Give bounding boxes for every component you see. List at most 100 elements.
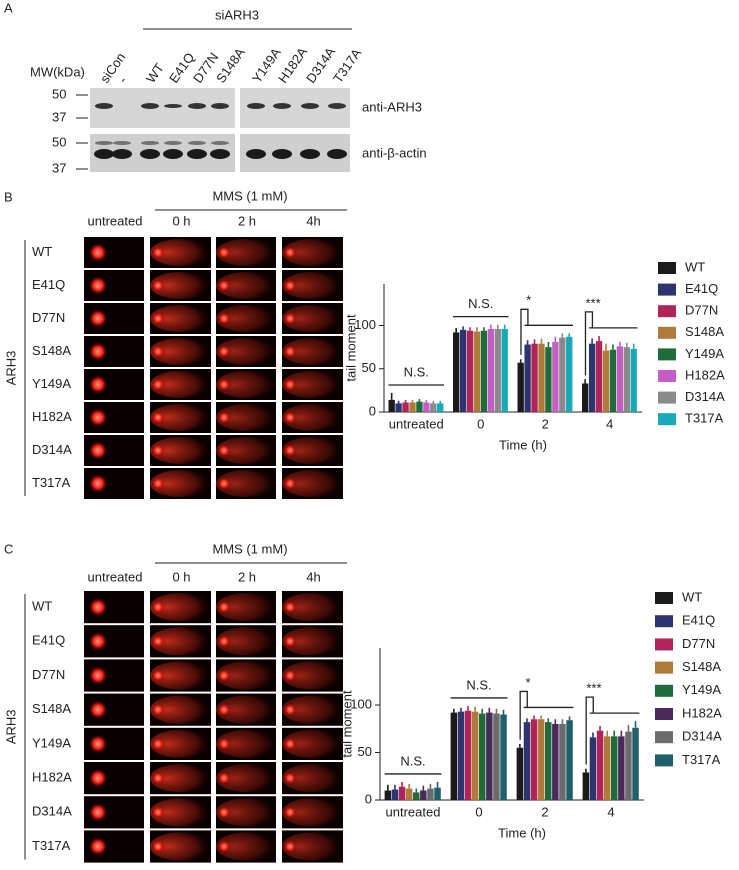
comet-head (152, 772, 164, 785)
bar (423, 402, 430, 412)
blot-band (140, 149, 160, 159)
significance-bracket (519, 690, 528, 740)
comet-tail (150, 470, 210, 497)
comet-head (89, 734, 107, 753)
row-label: Y149A (32, 735, 71, 750)
comet-head (218, 444, 230, 457)
bar (437, 403, 444, 412)
comet-tail (216, 305, 276, 332)
annotation: * (526, 293, 531, 308)
bar (471, 711, 479, 800)
legend-swatch (658, 262, 676, 274)
comet-head (284, 246, 296, 259)
comet-head (284, 840, 296, 853)
comet-head (152, 444, 164, 457)
significance-bracket (520, 308, 529, 355)
comet-tail (216, 470, 276, 497)
comet-tail (216, 627, 276, 656)
blot-band (301, 103, 319, 109)
comet-tail (282, 593, 342, 622)
bar (582, 383, 589, 412)
annotation: N.S. (400, 753, 425, 768)
comet-head (89, 666, 107, 685)
bar (531, 343, 538, 412)
mw-marker: 50 (52, 134, 66, 149)
bar (602, 350, 610, 412)
bar (524, 344, 531, 412)
row-label: H182A (32, 409, 72, 424)
column-label: 0 h (172, 213, 190, 228)
comet-tail (216, 764, 276, 793)
comet-tail (216, 437, 276, 464)
bar (479, 713, 486, 800)
comet-tail (216, 729, 276, 759)
row-label: Y149A (32, 376, 71, 391)
column-label: 2 h (238, 569, 256, 584)
legend-label: WT (685, 259, 705, 274)
x-axis-label: Time (h) (499, 437, 547, 452)
comet-head (218, 703, 230, 716)
bar (450, 712, 458, 800)
annotation: N.S. (468, 296, 493, 311)
x-tick-label: 4 (607, 804, 614, 819)
comet-head (89, 700, 107, 719)
legend-label: T317A (685, 411, 724, 426)
column-label: untreated (88, 569, 143, 584)
significance-bracket (585, 696, 594, 765)
legend-label: Y149A (685, 346, 724, 361)
bar (595, 341, 603, 412)
bar (517, 362, 524, 412)
blot-band (94, 149, 114, 159)
row-group-label: ARH3 (3, 351, 18, 386)
bar (420, 790, 427, 800)
legend-swatch (658, 348, 676, 361)
row-label: S148A (32, 343, 71, 358)
legend-swatch (655, 731, 673, 744)
x-tick-label: untreated (386, 804, 441, 819)
bar (486, 712, 493, 800)
bar (538, 343, 545, 412)
comet-head (284, 669, 296, 682)
bar (545, 722, 552, 800)
y-tick-label: 50 (358, 744, 372, 759)
row-label: D77N (32, 667, 65, 682)
blot-band (327, 149, 347, 159)
bar (609, 349, 617, 412)
annotation: *** (586, 295, 601, 310)
comet-head (284, 378, 296, 391)
antibody-label: anti-β-actin (362, 145, 427, 160)
comet-head (152, 312, 164, 325)
comet-head (89, 441, 107, 460)
row-label: D314A (32, 804, 72, 819)
row-label: T317A (32, 838, 71, 853)
annotation: *** (586, 681, 601, 696)
bar (430, 403, 437, 412)
comet-head (89, 632, 107, 651)
mw-marker: 50 (52, 86, 66, 101)
bar (618, 736, 625, 800)
bar (409, 402, 416, 412)
bar (545, 347, 552, 412)
comet-head (284, 411, 296, 424)
blot-band (95, 141, 113, 145)
bar (603, 736, 611, 800)
blot-band (300, 149, 320, 159)
comet-tail (150, 239, 210, 266)
row-label: T317A (32, 475, 71, 490)
y-axis-label: tail moment (343, 314, 358, 382)
row-label: WT (32, 599, 52, 614)
comet-tail (282, 239, 342, 266)
legend-swatch (658, 283, 676, 296)
x-tick-label: 4 (606, 416, 613, 431)
comet-tail (150, 627, 210, 656)
comet-head (218, 806, 230, 819)
bar (516, 747, 524, 800)
bar (566, 720, 573, 800)
bar (596, 730, 604, 800)
legend-label: H182A (682, 705, 722, 720)
comet-head (89, 342, 107, 361)
comet-tail (282, 371, 342, 398)
blot-band (113, 141, 131, 145)
blot-band (246, 149, 266, 159)
